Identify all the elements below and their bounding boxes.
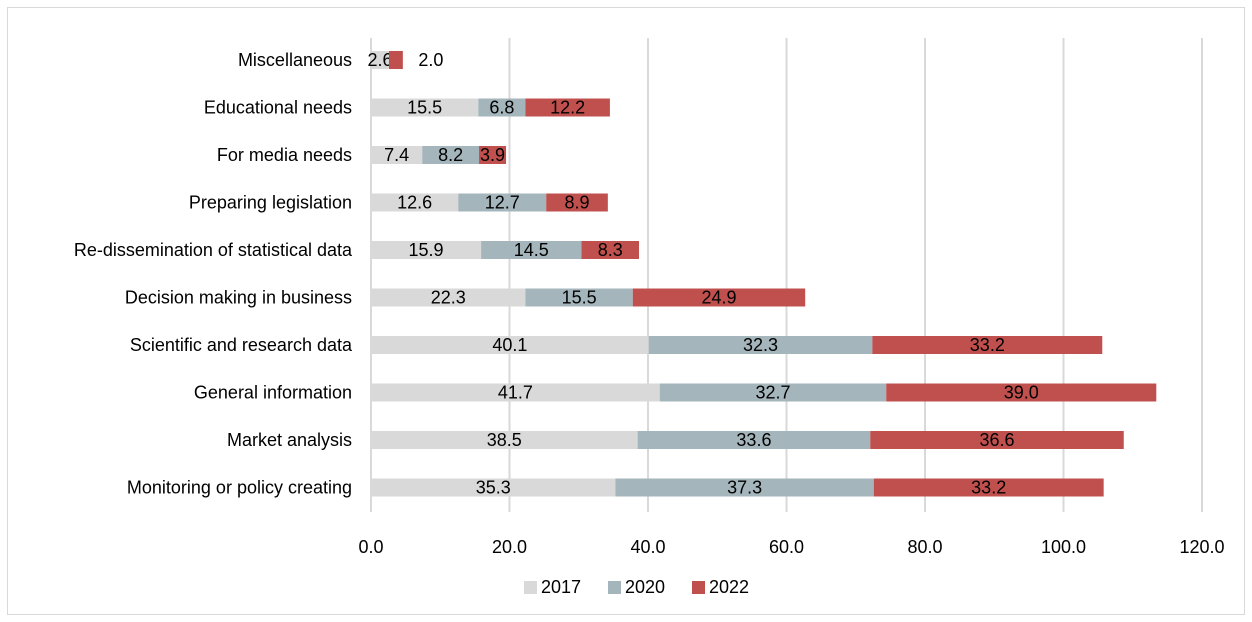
bar-segment-2022 — [873, 478, 1104, 497]
category-labels: Miscellaneous Educational needs For media … — [74, 50, 353, 498]
data-label: 14.5 — [514, 240, 549, 260]
bar-segment-2022 — [546, 193, 608, 212]
bars: 2.6 2.0 15.5 6.8 12.2 7.4 8.2 3.9 12.6 12.7 8.9 15.… — [367, 50, 1157, 498]
data-label: 7.4 — [384, 145, 409, 165]
x-tick-label: 120.0 — [1179, 537, 1224, 557]
data-label: 2.6 — [367, 50, 392, 70]
bar-segment-2020 — [525, 288, 633, 307]
x-tick-label: 0.0 — [358, 537, 383, 557]
data-label: 12.6 — [397, 193, 432, 213]
data-label: 3.9 — [480, 145, 505, 165]
bar-segment-2020 — [481, 241, 582, 259]
data-label: 36.6 — [979, 430, 1014, 450]
bar-segment-2020 — [637, 431, 871, 449]
data-label: 33.6 — [736, 430, 771, 450]
chart-frame — [7, 7, 1245, 615]
data-label: 33.2 — [971, 478, 1006, 498]
bar-segment-2017 — [371, 98, 479, 117]
bar-segment-2020 — [659, 383, 887, 402]
data-label: 12.7 — [485, 193, 520, 213]
data-label: 2.0 — [418, 50, 443, 70]
data-label: 6.8 — [489, 98, 514, 118]
data-label: 38.5 — [487, 430, 522, 450]
bar-segment-2020 — [458, 193, 547, 212]
data-label: 8.3 — [598, 240, 623, 260]
bar-segment-2022 — [872, 336, 1103, 354]
x-tick-label: 60.0 — [769, 537, 804, 557]
bar-segment-2017 — [371, 431, 638, 449]
category-label: Re-dissemination of statistical data — [74, 240, 353, 260]
bar-segment-2020 — [648, 336, 873, 354]
bar-segment-2022 — [389, 51, 403, 69]
category-label: Preparing legislation — [189, 193, 352, 213]
bar-segment-2017 — [371, 383, 660, 402]
legend-swatch-2020 — [608, 581, 621, 594]
data-label: 40.1 — [492, 335, 527, 355]
x-tick-label: 40.0 — [630, 537, 665, 557]
data-label: 8.9 — [565, 193, 590, 213]
bar-segment-2022 — [886, 383, 1157, 402]
bar-segment-2022 — [525, 98, 610, 117]
bar-segment-2022 — [581, 241, 639, 259]
bar-segment-2017 — [371, 336, 649, 354]
x-tick-labels: 0.0 20.0 40.0 60.0 80.0 100.0 120.0 — [358, 537, 1224, 557]
bar-segment-2022 — [632, 288, 806, 307]
legend: 2017 2020 2022 — [524, 577, 749, 597]
bar-segment-2017 — [371, 288, 526, 307]
x-tick-label: 100.0 — [1041, 537, 1086, 557]
category-label: Miscellaneous — [238, 50, 352, 70]
data-label: 37.3 — [727, 478, 762, 498]
bar-segment-2017 — [371, 241, 482, 259]
category-label: General information — [194, 383, 352, 403]
category-label: Monitoring or policy creating — [127, 478, 352, 498]
x-tick-label: 20.0 — [492, 537, 527, 557]
bar-segment-2022 — [479, 146, 507, 164]
bar-segment-2020 — [422, 146, 480, 164]
data-label: 22.3 — [431, 288, 466, 308]
data-label: 24.9 — [701, 288, 736, 308]
legend-swatch-2017 — [524, 581, 537, 594]
bar-segment-2022 — [870, 431, 1124, 449]
data-label: 8.2 — [438, 145, 463, 165]
data-label: 32.7 — [755, 383, 790, 403]
legend-label: 2017 — [541, 577, 581, 597]
data-label: 39.0 — [1004, 383, 1039, 403]
data-label: 32.3 — [743, 335, 778, 355]
data-label: 15.9 — [409, 240, 444, 260]
bar-segment-2017 — [371, 51, 390, 69]
bar-segment-2017 — [371, 478, 616, 497]
x-tick-label: 80.0 — [907, 537, 942, 557]
category-label: Market analysis — [227, 430, 352, 450]
data-label: 35.3 — [476, 478, 511, 498]
category-label: Scientific and research data — [130, 335, 353, 355]
legend-label: 2020 — [625, 577, 665, 597]
data-label: 15.5 — [562, 288, 597, 308]
bar-segment-2020 — [615, 478, 874, 497]
legend-swatch-2022 — [692, 581, 705, 594]
bar-segment-2017 — [371, 193, 459, 212]
data-label: 33.2 — [970, 335, 1005, 355]
legend-label: 2022 — [709, 577, 749, 597]
category-label: Decision making in business — [125, 288, 352, 308]
category-label: For media needs — [217, 145, 352, 165]
data-label: 15.5 — [407, 98, 442, 118]
bar-segment-2020 — [478, 98, 526, 117]
bar-segment-2017 — [371, 146, 423, 164]
data-label: 41.7 — [498, 383, 533, 403]
category-label: Educational needs — [204, 98, 352, 118]
data-label: 12.2 — [550, 98, 585, 118]
